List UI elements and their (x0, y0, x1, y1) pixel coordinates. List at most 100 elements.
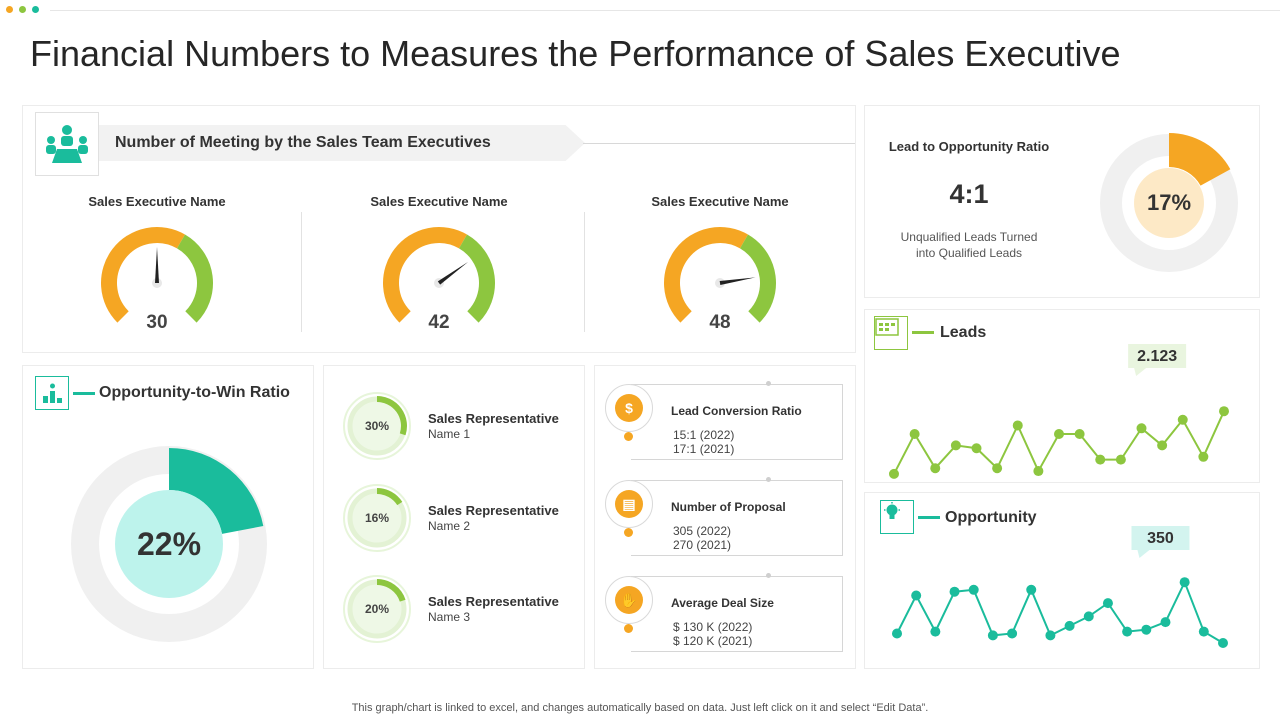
dot-green (19, 6, 26, 13)
win-ratio-dash (73, 392, 95, 395)
leads-dash (912, 331, 934, 334)
representative-1-percent: 30% (364, 419, 390, 433)
dollar-cycle-icon: $ (605, 384, 653, 432)
data-point-2 (911, 590, 922, 601)
kpi-3-top-dot (766, 573, 771, 578)
win-ring-segment (169, 448, 264, 534)
lead-opportunity-ratio: 4:1 (949, 179, 989, 209)
data-point-14 (1141, 624, 1152, 635)
representative-3-percent: 20% (364, 602, 390, 616)
lead-opportunity-donut (1100, 133, 1238, 272)
kpi-3-title: Average Deal Size (671, 596, 774, 610)
leads-title: Leads (940, 324, 987, 341)
gauge-arc-orange (101, 227, 185, 323)
win-ratio-donut (71, 446, 267, 642)
data-point-7 (1007, 628, 1018, 639)
representative-2-line1: Sales Representative (428, 503, 559, 518)
kpi-1-top-dot (766, 381, 771, 386)
rep-outer-ring (343, 484, 411, 552)
callout-tail (1137, 550, 1150, 558)
data-point-17 (1198, 626, 1209, 637)
lead-opportunity-desc-line1: Unqualified Leads Turned (900, 230, 1038, 244)
kpi-lead-conversion: $ Lead Conversion Ratio 15:1 (2022) 17:1… (605, 381, 845, 474)
representative-2-line2: Name 2 (428, 519, 471, 533)
win-ratio-panel: Opportunity-to-Win Ratio 22% (22, 365, 314, 669)
callout-value: 2.123 (1137, 348, 1177, 365)
kpi-2-value-2021: 270 (2021) (673, 538, 732, 552)
rep-progress-arc (376, 396, 407, 436)
rep-fill (350, 491, 404, 545)
data-point-15 (1177, 414, 1188, 425)
callout-tail (1134, 368, 1147, 376)
data-point-1 (892, 628, 902, 639)
gauge-separator-2 (584, 212, 585, 332)
gauge-arc-orange (664, 227, 748, 323)
data-point-17 (1219, 406, 1229, 417)
data-point-11 (1083, 611, 1094, 622)
data-point-6 (987, 630, 998, 641)
kpi-average-deal-size: ✋ Average Deal Size $ 130 K (2022) $ 120… (605, 573, 845, 666)
gauge-1-value: 30 (146, 312, 168, 333)
representative-2-percent: 16% (364, 511, 390, 525)
lead-opportunity-panel: Lead to Opportunity Ratio 4:1 Unqualifie… (864, 105, 1260, 298)
dot-teal (32, 6, 39, 13)
gauge-2-value: 42 (428, 312, 450, 333)
representative-1-ring (343, 392, 411, 460)
handshake-icon: ✋ (605, 576, 653, 624)
ribbon-line (583, 143, 855, 144)
rep-outer-ring (343, 575, 411, 643)
gauge-separator-1 (301, 212, 302, 332)
data-point-7 (1012, 420, 1023, 431)
series-line (896, 579, 1224, 644)
gauge-3-value: 48 (709, 312, 731, 333)
kpi-panel: $ Lead Conversion Ratio 15:1 (2022) 17:1… (594, 365, 856, 669)
data-point-5 (971, 443, 982, 454)
meetings-panel: Number of Meeting by the Sales Team Exec… (22, 105, 856, 353)
page-title: Financial Numbers to Measures the Perfor… (30, 33, 1121, 74)
kpi-2-box (631, 480, 843, 556)
data-point-15 (1160, 617, 1171, 628)
data-point-13 (1122, 626, 1133, 637)
data-point-14 (1157, 440, 1168, 451)
lead-opportunity-desc: Unqualified Leads Turned into Qualified … (887, 229, 1051, 261)
gauge-arc-green (739, 234, 776, 323)
gauge-3-dial (664, 227, 776, 323)
kpi-1-value-2021: 17:1 (2021) (673, 442, 735, 456)
opportunity-line-chart: 350 (892, 526, 1228, 648)
representative-1-line1: Sales Representative (428, 411, 559, 426)
representative-row-1: 30% Sales Representative Name 1 (342, 391, 582, 461)
gauge-2-dial (383, 227, 495, 323)
data-point-10 (1064, 620, 1075, 631)
callout-value: 350 (1147, 530, 1174, 547)
footer-note: This graph/chart is linked to excel, and… (351, 702, 929, 714)
rep-progress-arc (376, 488, 403, 506)
gauge-2: Sales Executive Name 42 (299, 194, 579, 333)
rep-fill (350, 582, 404, 636)
proposal-document-icon: ▤ (605, 480, 653, 528)
data-point-11 (1095, 454, 1106, 465)
gauge-arc-green (458, 234, 495, 323)
leads-line-chart: 2.123 (889, 344, 1229, 479)
kpi-2-value-2022: 305 (2022) (673, 524, 732, 538)
rep-progress-arc (376, 579, 406, 602)
data-point-8 (1033, 466, 1044, 477)
lead-opportunity-percent: 17% (1146, 190, 1192, 215)
kpi-number-of-proposal: ▤ Number of Proposal 305 (2022) 270 (202… (605, 477, 845, 570)
series-line (893, 410, 1225, 475)
dot-orange (6, 6, 13, 13)
data-point-12 (1102, 598, 1113, 609)
representative-3-line2: Name 3 (428, 610, 471, 624)
lead-opportunity-label: Lead to Opportunity Ratio (888, 139, 1050, 154)
kpi-2-top-dot (766, 477, 771, 482)
representative-2-ring (343, 484, 411, 552)
callout-box (1128, 344, 1187, 368)
gauge-arc-orange (383, 227, 467, 323)
win-ratio-title: Opportunity-to-Win Ratio (99, 384, 290, 401)
rep-outer-ring (343, 392, 411, 460)
lto-ring-center (1134, 168, 1204, 238)
data-point-2 (909, 429, 920, 439)
meetings-header-text: Number of Meeting by the Sales Team Exec… (115, 134, 491, 151)
representative-1-line2: Name 1 (428, 427, 471, 441)
leads-board-icon (874, 316, 908, 350)
data-point-1 (889, 468, 899, 479)
